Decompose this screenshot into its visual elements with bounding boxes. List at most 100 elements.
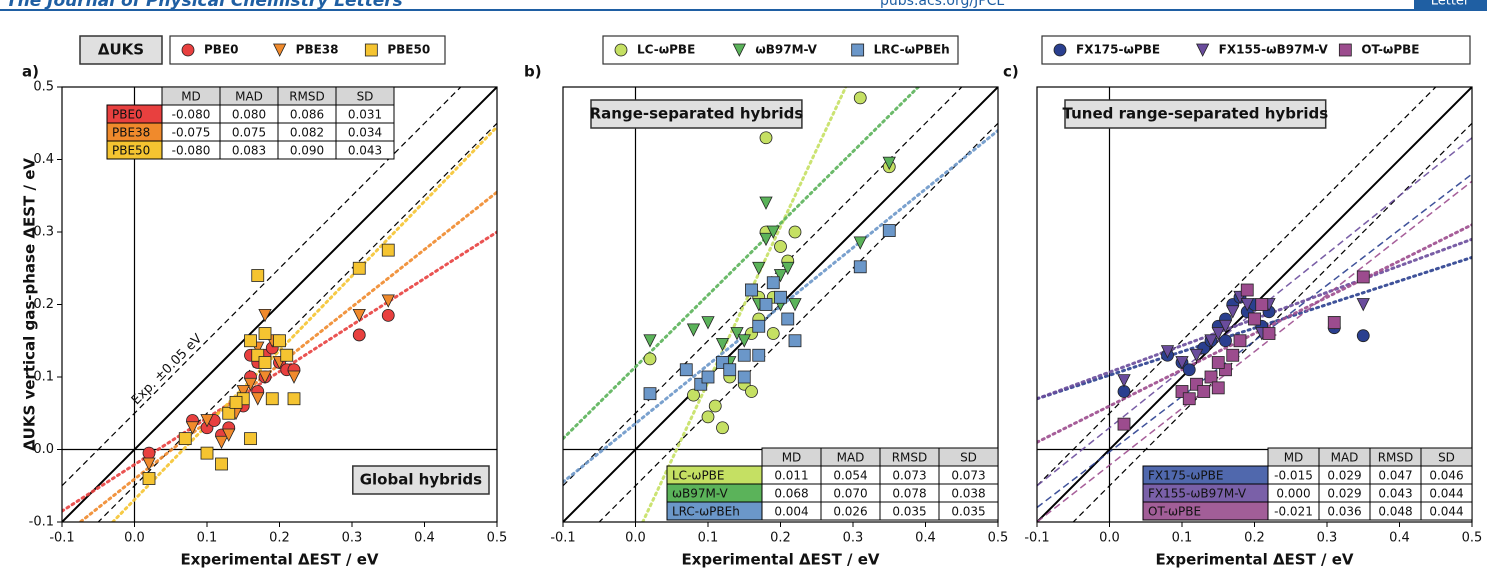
table-value: 0.044 (1429, 505, 1463, 519)
x-tick-label: 0.4 (414, 531, 435, 546)
data-point (1204, 370, 1218, 384)
data-point (737, 334, 751, 348)
data-point (258, 370, 272, 384)
data-point (229, 395, 243, 409)
legend-label: PBE50 (387, 43, 430, 57)
data-point (853, 91, 867, 105)
data-point (643, 352, 657, 366)
data-point (251, 392, 265, 406)
table-value: 0.068 (774, 487, 808, 501)
table-value: 0.086 (290, 108, 324, 122)
data-point (1117, 374, 1131, 388)
legend-label: LRC-ωPBEh (874, 43, 950, 57)
data-point (643, 387, 657, 401)
fit-line (1037, 173, 1472, 509)
x-tick-label: -0.1 (1024, 531, 1049, 546)
data-point (287, 370, 301, 384)
x-tick-label: 0.0 (625, 531, 646, 546)
y-tick-label: 0.5 (33, 80, 54, 95)
table-value: 0.048 (1378, 505, 1412, 519)
data-point (1211, 381, 1225, 395)
table-value: 0.029 (1327, 487, 1361, 501)
data-point (1356, 298, 1370, 312)
x-tick-label: 0.1 (197, 531, 218, 546)
table-value: 0.054 (833, 469, 867, 483)
panel-label: b) (524, 63, 542, 81)
data-point (759, 298, 773, 311)
fit-line (1037, 237, 1472, 401)
fit-line (1037, 180, 1472, 522)
table-value: 0.046 (1429, 469, 1463, 483)
table-value: -0.015 (1274, 469, 1313, 483)
table-row-label: LC-ωPBE (672, 469, 725, 483)
data-point (723, 363, 737, 377)
data-point (243, 377, 258, 392)
data-point (1189, 348, 1204, 363)
table-value: 0.031 (348, 108, 382, 122)
legend-box (1041, 35, 1471, 65)
table-cell (938, 501, 999, 521)
table-value: -0.021 (1274, 505, 1313, 519)
data-point (185, 421, 200, 435)
data-point (701, 316, 715, 330)
data-point (716, 421, 729, 435)
table-value: 0.000 (1276, 487, 1310, 501)
table-value: 0.073 (892, 469, 926, 483)
data-point (1197, 385, 1211, 398)
legend-label: PBE38 (296, 43, 339, 57)
data-point (1204, 334, 1218, 348)
table-value: 0.044 (1429, 487, 1463, 501)
data-point (352, 261, 366, 275)
data-point (766, 327, 780, 340)
reference-line (62, 87, 462, 487)
data-point (1233, 334, 1247, 348)
table-row-label: LRC-ωPBEh (672, 505, 740, 519)
annotation-box (590, 99, 803, 129)
table-value: 0.083 (232, 144, 266, 158)
table-value: 0.075 (232, 126, 266, 140)
data-point (687, 388, 700, 402)
table-value: 0.090 (290, 144, 324, 158)
x-tick-label: 0.5 (487, 531, 508, 546)
fit-line (111, 125, 497, 522)
data-point (752, 348, 766, 362)
table-value: 0.035 (951, 505, 985, 519)
data-point (686, 323, 701, 337)
table-row-label: FX175-ωPBE (1148, 469, 1223, 483)
journal-name: The Journal of Physical Chemistry Letter… (6, 0, 403, 11)
fit-line (1037, 223, 1472, 444)
y-axis-label: ΔUKS vertical gas-phase ΔEST / eV (21, 158, 39, 451)
y-tick-label: 0.2 (33, 297, 54, 312)
table-header: SD (357, 90, 374, 104)
legend-marker (1196, 43, 1210, 57)
data-point (1219, 334, 1232, 348)
table-value: 0.029 (1327, 469, 1361, 483)
legend-label: OT-ωPBE (1361, 43, 1419, 57)
table-value: 0.043 (348, 144, 382, 158)
x-tick-label: 0.3 (342, 531, 363, 546)
plot-area (62, 87, 497, 522)
legend-box (169, 35, 446, 65)
table-value: 0.026 (833, 505, 867, 519)
table-header: MD (181, 90, 201, 104)
table-header: MD (1284, 451, 1304, 465)
table-value: 0.080 (232, 108, 266, 122)
reference-line (62, 87, 497, 522)
reference-line (598, 122, 998, 522)
data-point (759, 131, 773, 145)
y-tick-label: 0.0 (33, 442, 54, 457)
article-type-badge (1414, 0, 1487, 10)
legend-title-box (79, 35, 163, 65)
data-point (258, 356, 272, 369)
legend-label: LC-ωPBE (637, 43, 695, 57)
data-point (142, 457, 156, 471)
data-point (265, 392, 279, 406)
data-point (1160, 345, 1175, 359)
data-point (214, 435, 229, 450)
legend-marker (732, 43, 746, 57)
legend-marker (1053, 43, 1067, 57)
table-row-label: OT-ωPBE (1148, 505, 1201, 519)
reference-line (1037, 87, 1437, 487)
data-point (236, 385, 250, 399)
data-point (788, 298, 802, 312)
